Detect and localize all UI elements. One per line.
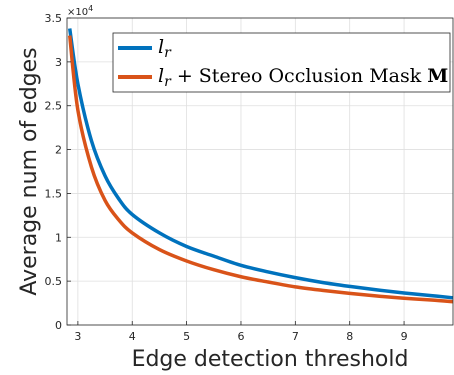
x-tick-label: 3 xyxy=(74,330,81,343)
x-tick-label: 4 xyxy=(129,330,136,343)
series-line-1 xyxy=(67,35,454,304)
x-axis-title: Edge detection threshold xyxy=(132,347,409,372)
y-exponent-power: 4 xyxy=(88,4,93,13)
x-tick-label: 5 xyxy=(183,330,190,343)
x-tick-label: 9 xyxy=(401,330,408,343)
x-tick-label: 7 xyxy=(292,330,299,343)
legend-box xyxy=(112,32,451,93)
legend-mask-subscript: r xyxy=(164,74,172,90)
y-exponent-base: ×10 xyxy=(67,7,88,18)
y-tick-label: 2 xyxy=(55,144,62,157)
y-tick-label: 1 xyxy=(55,231,62,244)
y-tick-label: 2.5 xyxy=(45,100,63,113)
legend-mask-l: l xyxy=(158,65,164,87)
legend-mask-text: + Stereo Occlusion Mask xyxy=(171,65,428,87)
y-tick-label: 3 xyxy=(55,56,62,69)
y-tick-label: 3.5 xyxy=(45,12,63,25)
legend-mask-M: M xyxy=(427,65,448,87)
x-tick-label: 6 xyxy=(237,330,244,343)
x-tick-label: 8 xyxy=(346,330,353,343)
plot-frame xyxy=(66,17,454,326)
series-lines xyxy=(67,28,454,304)
axis-ticks: 3 4 5 6 7 8 9 0 0.5 1 1.5 2 2.5 3 3.5 xyxy=(45,12,408,343)
y-axis-title: Average num of edges xyxy=(17,47,42,295)
legend: lr lr + Stereo Occlusion Mask M xyxy=(112,32,451,93)
y-tick-label: 0.5 xyxy=(45,275,63,288)
legend-entry-lr: lr xyxy=(158,36,172,61)
y-axis-exponent: ×104 xyxy=(67,4,93,18)
series-line-0 xyxy=(67,28,454,300)
legend-lr-l: l xyxy=(158,36,164,58)
y-tick-label: 1.5 xyxy=(45,187,63,200)
legend-lr-subscript: r xyxy=(164,45,172,61)
y-tick-label: 0 xyxy=(55,319,62,332)
legend-entry-lr-mask: lr + Stereo Occlusion Mask M xyxy=(158,65,448,90)
